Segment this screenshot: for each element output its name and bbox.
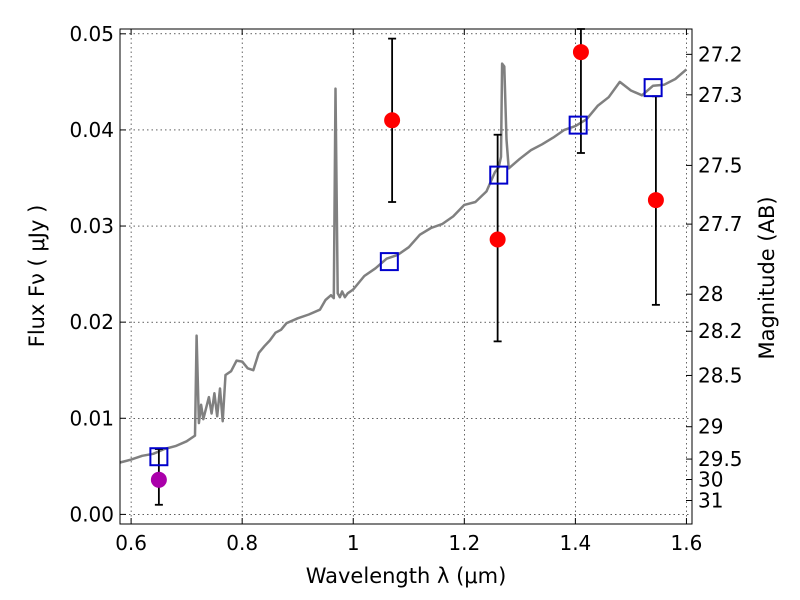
x-tick-label: 1.4 (559, 531, 591, 555)
y-axis-label: Flux Fν ( μJy ) (25, 205, 49, 348)
y2-tick-label: 29.5 (698, 447, 743, 471)
observed-flux-point (572, 44, 589, 61)
x-tick-label: 0.8 (226, 531, 258, 555)
y-tick-label: 0.03 (69, 214, 114, 238)
model-photometry-square (489, 165, 509, 185)
x-tick-label: 1 (347, 531, 360, 555)
observed-flux-point (150, 471, 167, 488)
data-points-layer (149, 28, 664, 506)
observed-flux-point (647, 192, 664, 209)
x-tick-label: 1.6 (671, 531, 703, 555)
plot-frame (119, 28, 693, 525)
y-tick-label: 0.00 (69, 502, 114, 526)
y2-tick-label: 27.5 (698, 153, 743, 177)
observed-flux-point (489, 231, 506, 248)
y-tick-label: 0.01 (69, 406, 114, 430)
x-axis-label: Wavelength λ (μm) (306, 564, 507, 588)
y2-tick-label: 27.7 (698, 212, 743, 236)
x-axis-ticks: 0.6 0.8 1 1.2 1.4 1.6 (115, 29, 702, 555)
x-tick-label: 1.2 (448, 531, 480, 555)
y-axis-ticks: 0.00 0.01 0.02 0.03 0.04 0.05 (69, 22, 126, 526)
x-tick-label: 0.6 (115, 531, 147, 555)
y2-tick-label: 27.3 (698, 83, 743, 107)
y2-tick-label: 31 (698, 488, 723, 512)
observed-flux-point (384, 112, 401, 129)
y2-tick-label: 28.2 (698, 319, 743, 343)
y2-tick-label: 29 (698, 415, 723, 439)
model-photometry-square (568, 115, 588, 135)
y-tick-label: 0.04 (69, 118, 114, 142)
y2-tick-label: 30 (698, 467, 723, 491)
model-spectrum-layer (119, 62, 688, 464)
y2-tick-label: 28 (698, 282, 723, 306)
y-tick-label: 0.05 (69, 22, 114, 46)
model-photometry-square (379, 252, 399, 272)
grid-lines (120, 29, 692, 524)
model-photometry-square (149, 447, 169, 467)
y-tick-label: 0.02 (69, 310, 114, 334)
y2-tick-label: 28.5 (698, 363, 743, 387)
y2-axis-label: Magnitude (AB) (755, 196, 779, 359)
model-photometry-square (643, 78, 663, 98)
y2-tick-label: 27.2 (698, 42, 743, 66)
model-spectrum-line (119, 62, 688, 464)
